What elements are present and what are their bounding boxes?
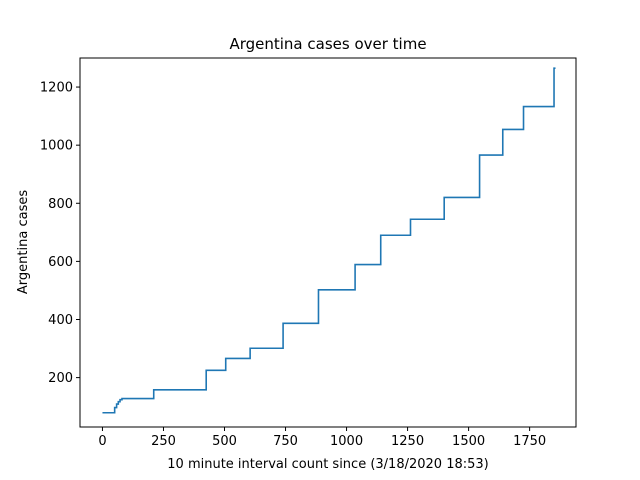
x-tick-label: 250 — [151, 434, 176, 449]
chart-title: Argentina cases over time — [229, 35, 426, 53]
y-axis-ticks: 200 400 600 800 1000 1200 — [40, 81, 80, 386]
y-tick-label: 600 — [48, 255, 73, 270]
y-tick-label: 800 — [48, 197, 73, 212]
data-line-layer — [102, 67, 556, 414]
x-tick-label: 1250 — [391, 434, 424, 449]
x-tick-label: 1750 — [513, 434, 546, 449]
y-tick-label: 1000 — [40, 139, 73, 154]
plot-frame — [79, 57, 577, 428]
y-tick-label: 200 — [48, 371, 73, 386]
x-tick-label: 1000 — [330, 434, 363, 449]
x-tick-label: 1500 — [452, 434, 485, 449]
y-tick-label: 1200 — [40, 81, 73, 96]
x-tick-label: 750 — [273, 434, 298, 449]
x-tick-label: 0 — [98, 434, 106, 449]
series-line — [102, 67, 556, 414]
x-axis-ticks: 0 250 500 750 1000 1250 1500 1750 — [98, 427, 546, 449]
x-tick-label: 500 — [212, 434, 237, 449]
y-axis-label: Argentina cases — [16, 190, 31, 294]
x-axis-label: 10 minute interval count since (3/18/202… — [167, 457, 488, 472]
y-tick-label: 400 — [48, 313, 73, 328]
